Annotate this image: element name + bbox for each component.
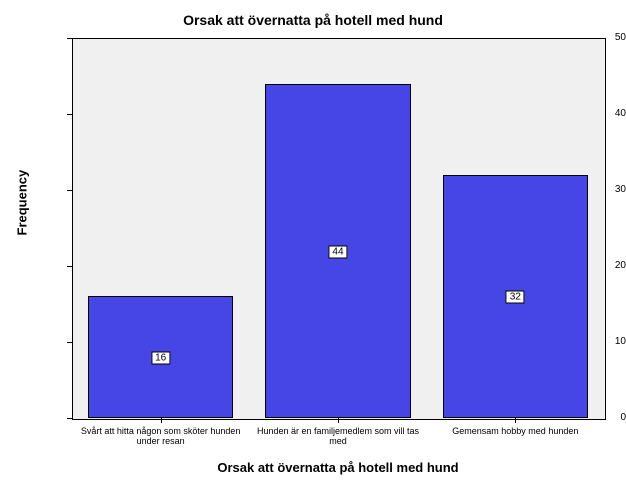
bar-value-label: 44: [328, 245, 347, 258]
y-tick-label: 40: [564, 108, 626, 119]
chart-container: Orsak att övernatta på hotell med hund F…: [0, 0, 626, 501]
y-tick-mark: [67, 114, 72, 115]
bar: 32: [443, 175, 588, 418]
y-tick-label: 50: [564, 32, 626, 43]
chart-title: Orsak att övernatta på hotell med hund: [0, 12, 626, 28]
y-tick-mark: [67, 38, 72, 39]
x-tick-label: Gemensam hobby med hunden: [431, 426, 599, 436]
x-tick-label: Hunden är en familjemedlem som vill tas …: [254, 426, 422, 446]
bar: 16: [88, 296, 233, 418]
x-axis-label: Orsak att övernatta på hotell med hund: [72, 460, 604, 475]
y-axis-label: Frequency: [15, 216, 30, 236]
x-tick-mark: [161, 418, 162, 423]
bar-value-label: 32: [506, 291, 525, 304]
y-tick-mark: [67, 266, 72, 267]
y-tick-mark: [67, 190, 72, 191]
y-tick-mark: [67, 418, 72, 419]
x-tick-mark: [338, 418, 339, 423]
bar-value-label: 16: [151, 352, 170, 365]
bar: 44: [265, 84, 410, 418]
x-tick-mark: [515, 418, 516, 423]
y-tick-mark: [67, 342, 72, 343]
x-tick-label: Svårt att hitta någon som sköter hunden …: [76, 426, 244, 446]
